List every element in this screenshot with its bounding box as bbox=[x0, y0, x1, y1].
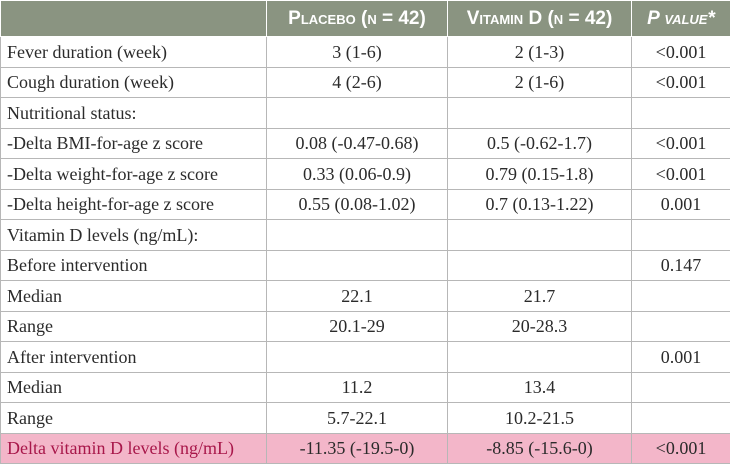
placebo-value bbox=[267, 220, 448, 251]
p-value: <0.001 bbox=[632, 433, 730, 464]
row-label: Delta vitamin D levels (ng/mL) bbox=[1, 433, 267, 464]
p-value bbox=[632, 311, 730, 342]
row-label: Vitamin D levels (ng/mL): bbox=[1, 220, 267, 251]
table-row: Fever duration (week)3 (1-6)2 (1-3)<0.00… bbox=[1, 37, 730, 68]
vitamin-d-value: 10.2-21.5 bbox=[448, 403, 632, 434]
row-label: Before intervention bbox=[1, 250, 267, 281]
p-value: <0.001 bbox=[632, 128, 730, 159]
row-label: Nutritional status: bbox=[1, 98, 267, 129]
p-value bbox=[632, 372, 730, 403]
placebo-value: -11.35 (-19.5-0) bbox=[267, 433, 448, 464]
placebo-value: 22.1 bbox=[267, 281, 448, 312]
vitamin-d-value: -8.85 (-15.6-0) bbox=[448, 433, 632, 464]
vitamin-d-value: 0.5 (-0.62-1.7) bbox=[448, 128, 632, 159]
header-placebo: Placebo (n = 42) bbox=[267, 1, 448, 37]
row-label: Median bbox=[1, 372, 267, 403]
header-p-value: P value* bbox=[632, 1, 730, 37]
placebo-value: 4 (2-6) bbox=[267, 67, 448, 98]
vitamin-d-value bbox=[448, 220, 632, 251]
p-value bbox=[632, 220, 730, 251]
row-label: Range bbox=[1, 311, 267, 342]
placebo-value bbox=[267, 342, 448, 373]
table-row: Nutritional status: bbox=[1, 98, 730, 129]
p-value bbox=[632, 98, 730, 129]
placebo-value: 0.33 (0.06-0.9) bbox=[267, 159, 448, 190]
vitamin-d-value: 20-28.3 bbox=[448, 311, 632, 342]
table-row: Vitamin D levels (ng/mL): bbox=[1, 220, 730, 251]
placebo-value: 5.7-22.1 bbox=[267, 403, 448, 434]
table-row: After intervention 0.001 bbox=[1, 342, 730, 373]
row-label: Range bbox=[1, 403, 267, 434]
p-value: <0.001 bbox=[632, 37, 730, 68]
header-blank bbox=[1, 1, 267, 37]
vitamin-d-value: 21.7 bbox=[448, 281, 632, 312]
p-value: 0.001 bbox=[632, 342, 730, 373]
row-label: Median bbox=[1, 281, 267, 312]
row-label: Fever duration (week) bbox=[1, 37, 267, 68]
row-label: -Delta height-for-age z score bbox=[1, 189, 267, 220]
table-row-highlighted: Delta vitamin D levels (ng/mL)-11.35 (-1… bbox=[1, 433, 730, 464]
header-row: Placebo (n = 42) Vitamin D (n = 42) P va… bbox=[1, 1, 730, 37]
p-value: <0.001 bbox=[632, 159, 730, 190]
vitamin-d-value: 0.7 (0.13-1.22) bbox=[448, 189, 632, 220]
vitamin-d-value bbox=[448, 98, 632, 129]
row-label: After intervention bbox=[1, 342, 267, 373]
vitamin-d-value: 0.79 (0.15-1.8) bbox=[448, 159, 632, 190]
placebo-value: 11.2 bbox=[267, 372, 448, 403]
vitamin-d-value bbox=[448, 342, 632, 373]
p-value: 0.001 bbox=[632, 189, 730, 220]
header-vitamin-d: Vitamin D (n = 42) bbox=[448, 1, 632, 37]
row-label: -Delta weight-for-age z score bbox=[1, 159, 267, 190]
p-value: <0.001 bbox=[632, 67, 730, 98]
placebo-value bbox=[267, 98, 448, 129]
placebo-value bbox=[267, 250, 448, 281]
table-row: Before intervention 0.147 bbox=[1, 250, 730, 281]
table-body: Fever duration (week)3 (1-6)2 (1-3)<0.00… bbox=[1, 37, 730, 464]
table-header: Placebo (n = 42) Vitamin D (n = 42) P va… bbox=[1, 1, 730, 37]
p-value: 0.147 bbox=[632, 250, 730, 281]
p-value bbox=[632, 281, 730, 312]
table-row: Cough duration (week)4 (2-6)2 (1-6)<0.00… bbox=[1, 67, 730, 98]
vitamin-d-value: 2 (1-3) bbox=[448, 37, 632, 68]
row-label: Cough duration (week) bbox=[1, 67, 267, 98]
placebo-value: 0.55 (0.08-1.02) bbox=[267, 189, 448, 220]
placebo-value: 0.08 (-0.47-0.68) bbox=[267, 128, 448, 159]
vitamin-d-value: 2 (1-6) bbox=[448, 67, 632, 98]
p-value bbox=[632, 403, 730, 434]
placebo-value: 20.1-29 bbox=[267, 311, 448, 342]
vitamin-d-value: 13.4 bbox=[448, 372, 632, 403]
placebo-value: 3 (1-6) bbox=[267, 37, 448, 68]
row-label: -Delta BMI-for-age z score bbox=[1, 128, 267, 159]
vitamin-d-value bbox=[448, 250, 632, 281]
